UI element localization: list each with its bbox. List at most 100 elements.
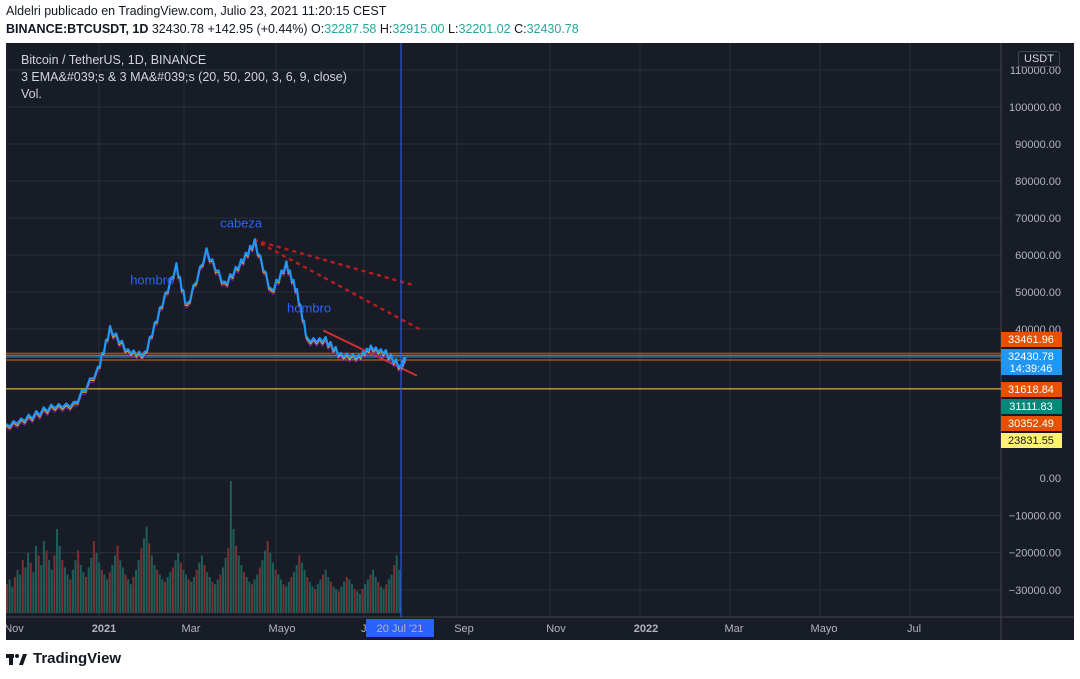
volume-bar <box>335 589 338 613</box>
volume-bar <box>161 579 164 613</box>
price-tag-countdown: 14:39:46 <box>1010 363 1053 375</box>
volume-bar <box>90 557 93 613</box>
price-tag-label: 30352.49 <box>1008 418 1054 430</box>
volume-bar <box>266 541 269 613</box>
grid <box>5 43 1074 640</box>
price-tag-box <box>1001 416 1062 431</box>
volume-bar <box>322 574 325 613</box>
volume-bar <box>356 591 359 613</box>
currency-button[interactable]: USDT <box>1018 51 1060 67</box>
volume-bar <box>164 581 167 613</box>
volume-bar <box>179 562 182 613</box>
publish-info: Aldelri publicado en TradingView.com, Ju… <box>6 4 387 18</box>
time-tick-label: Nov <box>546 623 566 635</box>
volume-bar <box>61 560 64 613</box>
price-change: +142.95 (+0.44%) <box>207 22 308 36</box>
volume-bar <box>274 569 277 613</box>
volume-bar <box>250 584 253 613</box>
volume-bar <box>200 555 203 613</box>
price-axis: 110000.00 100000.00 90000.00 80000.00 70000.… <box>1009 65 1061 336</box>
time-tick-label: Mar <box>182 623 201 635</box>
volume-bar <box>177 553 180 613</box>
volume-bar <box>319 579 322 613</box>
volume-tick-label: −10000.00 <box>1009 510 1061 522</box>
volume-bar <box>85 577 88 613</box>
tradingview-logo[interactable]: TradingView <box>6 650 121 667</box>
volume-bar <box>261 560 264 613</box>
volume-bar <box>353 589 356 613</box>
volume-tick-label: −20000.00 <box>1009 548 1061 560</box>
volume-bar <box>337 591 340 613</box>
ema-line <box>5 240 406 430</box>
time-tick-label: Mar <box>725 623 744 635</box>
volume-bar <box>298 555 301 613</box>
volume-bar <box>42 541 45 613</box>
chart-panel[interactable]: hombro cabeza hombro 110000.00 100000.00 900… <box>4 43 1074 640</box>
volume-bar <box>169 572 172 613</box>
volume-bar <box>206 572 209 613</box>
volume-bar <box>237 555 240 613</box>
price-tag-label: 33461.96 <box>1008 334 1054 346</box>
time-tick-label: Sep <box>454 623 474 635</box>
volume-bar <box>56 529 59 613</box>
volume-bar <box>300 562 303 613</box>
volume-bar <box>13 577 16 613</box>
volume-bar <box>372 569 375 613</box>
volume-bar <box>227 548 230 613</box>
volume-bar <box>332 586 335 613</box>
open-label: O: <box>311 22 325 36</box>
trendline <box>253 238 421 331</box>
volume-bar <box>40 565 43 613</box>
volume-bar <box>256 574 259 613</box>
volume-bar <box>374 577 377 613</box>
chart-svg[interactable]: hombro cabeza hombro 110000.00 100000.00 900… <box>4 43 1074 640</box>
price-tick-label: 80000.00 <box>1015 176 1061 188</box>
volume-bar <box>21 560 24 613</box>
volume-bar <box>74 560 77 613</box>
annotations: hombro cabeza hombro <box>130 215 331 315</box>
volume-bar <box>311 586 314 613</box>
volume-bar <box>69 579 72 613</box>
volume-bar <box>287 581 290 613</box>
price-tag-box <box>1001 399 1062 414</box>
volume-bar <box>19 574 22 613</box>
volume-bar <box>366 579 369 613</box>
volume-bar <box>348 579 351 613</box>
volume-bar <box>195 569 198 613</box>
volume-bar <box>63 567 66 613</box>
volume-bar <box>211 581 214 613</box>
volume-bar <box>24 567 27 613</box>
volume-bar <box>253 579 256 613</box>
volume-bar <box>329 581 332 613</box>
volume-bar <box>132 577 135 613</box>
volume-bar <box>71 569 74 613</box>
symbol-label: BINANCE:BTCUSDT, 1D <box>6 22 149 36</box>
volume-bar <box>182 569 185 613</box>
last-price: 32430.78 <box>151 22 204 36</box>
legend-title: Bitcoin / TetherUS, 1D, BINANCE <box>21 53 207 67</box>
price-tag-label: 32430.78 <box>1008 351 1054 363</box>
volume-bar <box>100 569 103 613</box>
volume-bar <box>48 560 51 613</box>
volume-bar <box>116 545 119 613</box>
volume-bar <box>79 565 82 613</box>
volume-bar <box>377 581 380 613</box>
price-tag-label: 31111.83 <box>1009 401 1052 413</box>
annotation-label: cabeza <box>220 215 263 230</box>
volume-bar <box>171 567 174 613</box>
close-value: 32430.78 <box>526 22 579 36</box>
volume-bar <box>11 586 14 613</box>
volume-bar <box>45 550 48 613</box>
volume-bar <box>390 574 393 613</box>
volume-bar <box>361 589 364 613</box>
volume-bar <box>124 574 127 613</box>
volume-bar <box>119 560 122 613</box>
volume-bar <box>158 574 161 613</box>
time-tick-label: 2022 <box>634 623 658 635</box>
volume-bar <box>285 586 288 613</box>
volume-bar <box>29 562 32 613</box>
annotation-label: hombro <box>287 300 331 315</box>
volume-bar <box>66 574 69 613</box>
volume-bar <box>379 586 382 613</box>
volume-bar <box>140 548 143 613</box>
